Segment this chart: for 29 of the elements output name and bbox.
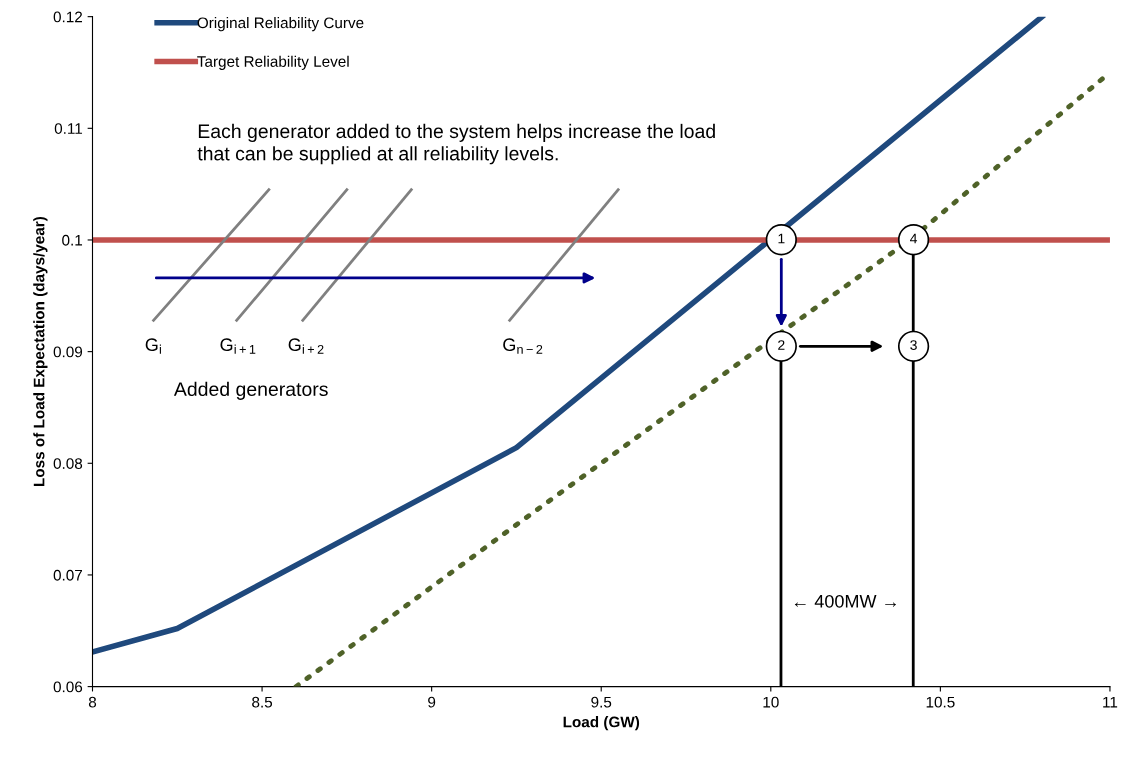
y-axis-title: Loss of Load Expectation (days/year) <box>33 216 48 486</box>
x-axis-title: Load (GW) <box>563 716 640 731</box>
annotation: G$_{n−2}$ <box>503 338 543 354</box>
y-tick-label: 0.11 <box>54 123 83 134</box>
annotation: 2 <box>778 340 785 350</box>
annotation: 4 <box>910 233 918 244</box>
annotation: G$_{i+1}$ <box>220 338 256 354</box>
annotation: ← 400MW → <box>794 594 896 608</box>
x-tick-label: 8 <box>88 696 97 708</box>
annotation: 3 <box>910 340 917 350</box>
y-tick-label: 0.09 <box>53 346 83 358</box>
legend-label: Target Reliability Level <box>197 55 349 70</box>
x-tick-label: 9.5 <box>591 696 612 708</box>
annotation: G$_{i+2}$ <box>288 338 324 354</box>
y-tick-label: 0.08 <box>53 458 83 469</box>
x-tick-label: 11 <box>1103 696 1118 708</box>
x-tick-label: 10.5 <box>926 696 955 708</box>
y-tick-label: 0.06 <box>53 681 83 693</box>
legend-label: Original Reliability Curve <box>197 17 364 32</box>
annotation: 1 <box>778 233 785 244</box>
annotation: Added generators <box>173 381 328 400</box>
y-tick-label: 0.12 <box>53 11 83 23</box>
x-tick-label: 9 <box>428 696 436 708</box>
x-tick-label: 8.5 <box>252 696 273 708</box>
annotation: G$_{i}$ <box>145 338 161 354</box>
annotation: Each generator added to the system helps increase the load that can be supplied at all reliability levels. <box>197 123 715 165</box>
y-tick-label: 0.07 <box>53 569 83 581</box>
x-tick-label: 10 <box>763 696 779 708</box>
y-tick-label: 0.1 <box>62 234 83 246</box>
